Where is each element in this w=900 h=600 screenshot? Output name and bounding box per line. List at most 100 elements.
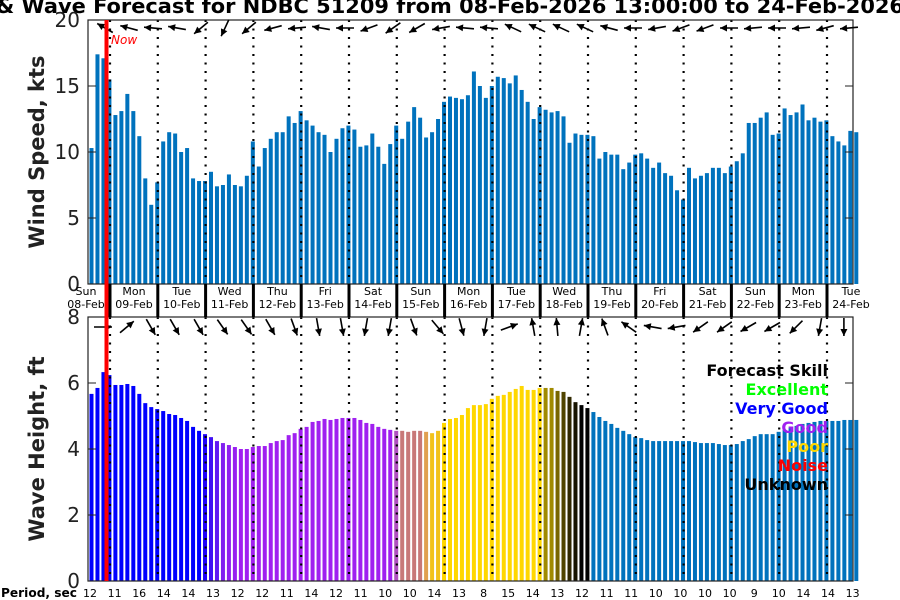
wind-direction-arrow-icon: [743, 24, 763, 32]
period-value: 14: [526, 587, 540, 600]
wave-bar: [95, 387, 100, 581]
now-label: Now: [111, 33, 137, 47]
period-value: 11: [108, 587, 122, 600]
wind-bar: [131, 111, 136, 284]
wind-direction-arrow-icon: [385, 22, 401, 34]
y-tick-label: 6: [67, 371, 80, 395]
wind-bar: [185, 148, 190, 284]
wave-direction-arrow-icon: [692, 321, 709, 333]
wind-direction-arrow-icon: [600, 24, 618, 32]
wave-bar: [430, 433, 435, 581]
wave-direction-arrow-icon: [386, 317, 393, 337]
wave-bar: [836, 420, 841, 581]
wave-bar: [418, 430, 423, 581]
wind-bar: [125, 93, 130, 284]
wave-bar: [256, 446, 261, 581]
wave-bar: [220, 443, 225, 581]
day-date-label: 08-Feb: [67, 298, 104, 311]
wind-bar: [513, 75, 518, 284]
wave-bar: [501, 394, 506, 581]
wave-bar: [370, 423, 375, 581]
wave-bar: [710, 443, 715, 581]
wave-bar: [513, 388, 518, 581]
period-value: 10: [378, 587, 392, 600]
wind-bar: [663, 173, 668, 284]
wave-bar: [758, 434, 763, 581]
wind-bar: [477, 86, 482, 284]
period-value: 10: [403, 587, 417, 600]
wave-direction-arrow-icon: [362, 317, 369, 337]
period-value: 11: [354, 587, 368, 600]
wind-direction-arrow-icon: [311, 24, 331, 32]
wind-bar: [507, 83, 512, 284]
day-weekday-label: Wed: [552, 285, 576, 298]
wind-bar: [191, 178, 196, 284]
wave-bar: [382, 428, 387, 581]
wave-bar: [818, 420, 823, 581]
wave-bar: [364, 422, 369, 581]
wind-bar: [800, 104, 805, 284]
wind-bar: [298, 111, 303, 284]
wind-bar: [268, 138, 273, 284]
wave-height-panel: 0 2 4 6 8 Wave Height, ft Forecast SkillExcell…: [25, 305, 859, 593]
wind-bar: [657, 162, 662, 284]
wave-bar: [788, 427, 793, 581]
wave-bar: [424, 431, 429, 581]
wave-bar: [310, 421, 315, 581]
wind-bar: [328, 152, 333, 284]
wave-bar: [448, 418, 452, 581]
wave-bar: [854, 419, 859, 581]
period-value: 10: [772, 587, 786, 600]
wind-bar: [101, 58, 106, 284]
wave-bar: [639, 438, 644, 581]
wave-bar: [143, 403, 148, 581]
legend-item: Unknown: [744, 475, 828, 494]
wave-bar: [573, 402, 578, 581]
wave-bar: [812, 421, 817, 581]
day-weekday-label: Mon: [792, 285, 815, 298]
wind-bar: [418, 117, 423, 285]
wave-bar: [543, 387, 548, 581]
period-value: 12: [575, 587, 589, 600]
wind-bar: [304, 120, 309, 284]
wind-bar: [579, 134, 584, 284]
wind-bar: [424, 137, 429, 284]
wave-direction-arrow-icon: [529, 317, 537, 337]
wave-bar: [352, 417, 357, 581]
wind-bar: [567, 142, 572, 284]
wave-bar: [537, 387, 542, 581]
day-weekday-label: Fri: [653, 285, 666, 298]
wave-direction-arrow-icon: [764, 321, 781, 333]
y-tick-label: 5: [67, 206, 80, 230]
wind-bar: [836, 141, 841, 284]
wave-bar: [101, 372, 106, 581]
wave-bar: [734, 444, 739, 581]
wave-direction-arrow-icon: [315, 317, 322, 337]
wave-bar: [657, 441, 662, 581]
wind-direction-arrow-icon: [552, 23, 570, 33]
wind-bar: [179, 152, 184, 284]
wind-direction-arrow-icon: [264, 24, 282, 32]
wave-bar: [681, 441, 686, 581]
wind-direction-arrow-icon: [287, 24, 307, 32]
wave-bar: [125, 383, 130, 581]
wind-direction-arrow-icon: [143, 24, 163, 32]
wind-bar: [561, 116, 566, 284]
period-value: 13: [550, 587, 564, 600]
wave-bar: [436, 430, 441, 581]
wave-direction-arrow-icon: [119, 320, 135, 334]
day-date-label: 17-Feb: [498, 298, 535, 311]
wind-bar: [621, 169, 626, 284]
wind-direction-arrow-icon: [816, 24, 834, 32]
wave-bar: [519, 385, 524, 581]
wind-bar: [197, 181, 202, 284]
wave-direction-arrow-icon: [789, 320, 804, 334]
wave-bar: [322, 418, 327, 581]
wind-bar: [519, 89, 524, 285]
wave-bar: [376, 426, 381, 581]
wind-bar: [716, 167, 721, 284]
wave-bar: [549, 387, 554, 581]
wind-bar: [615, 154, 620, 284]
wave-bar: [388, 429, 393, 581]
